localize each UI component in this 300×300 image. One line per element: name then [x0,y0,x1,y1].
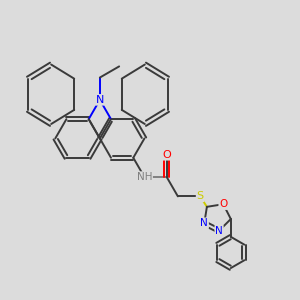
Text: S: S [196,191,204,201]
Text: NH: NH [137,172,152,182]
Text: O: O [162,150,171,160]
Text: O: O [219,199,227,209]
Text: N: N [200,218,208,228]
Text: N: N [96,95,104,105]
Text: N: N [215,226,223,236]
